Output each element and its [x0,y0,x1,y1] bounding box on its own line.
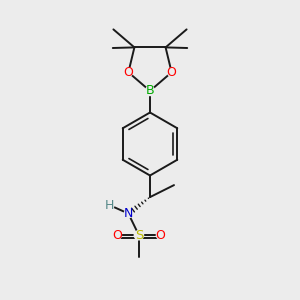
Text: S: S [135,229,143,242]
Text: H: H [105,199,115,212]
Circle shape [124,209,133,218]
Text: O: O [112,229,122,242]
Circle shape [156,231,165,239]
Text: O: O [124,66,133,79]
Text: O: O [167,66,176,79]
Circle shape [106,201,114,209]
Circle shape [146,86,154,95]
Text: B: B [146,84,154,98]
Circle shape [124,68,133,76]
Text: O: O [156,229,165,242]
Circle shape [167,68,176,76]
Text: N: N [124,207,133,220]
Circle shape [113,231,122,239]
Circle shape [134,231,143,240]
